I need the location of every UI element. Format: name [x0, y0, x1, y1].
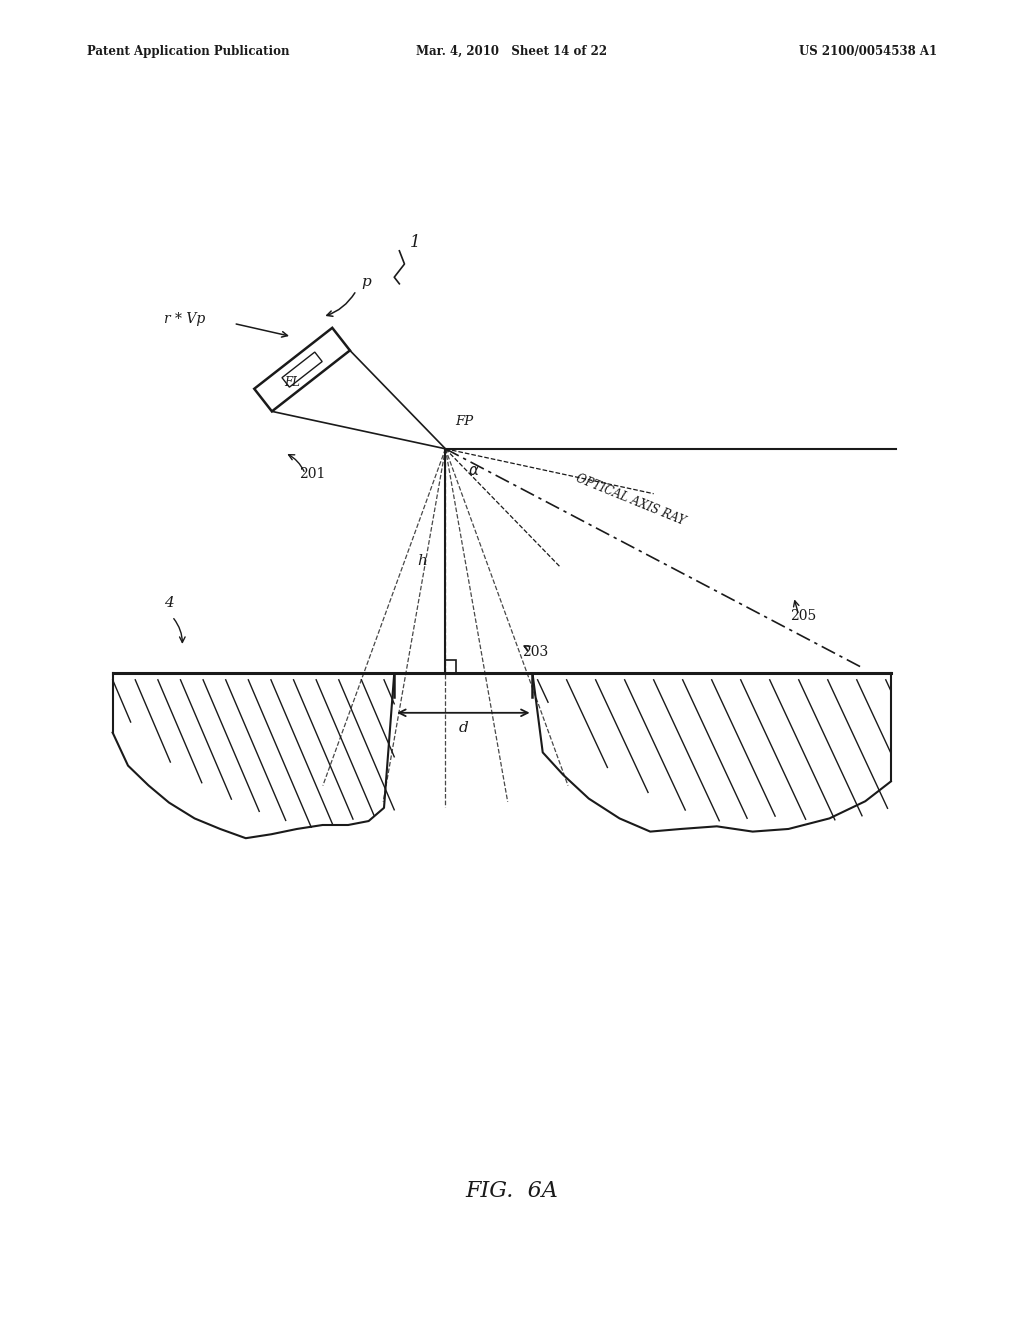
Text: US 2100/0054538 A1: US 2100/0054538 A1: [799, 45, 937, 58]
Text: r * Vp: r * Vp: [164, 313, 205, 326]
Text: h: h: [417, 554, 427, 568]
Text: 205: 205: [791, 610, 817, 623]
Bar: [445, 660, 456, 673]
Text: 1: 1: [410, 234, 420, 251]
Text: d: d: [459, 721, 468, 735]
Text: Mar. 4, 2010   Sheet 14 of 22: Mar. 4, 2010 Sheet 14 of 22: [417, 45, 607, 58]
Text: p: p: [361, 276, 372, 289]
Text: OPTICAL AXIS RAY: OPTICAL AXIS RAY: [573, 471, 686, 528]
Text: FP: FP: [456, 414, 474, 428]
Text: 203: 203: [522, 645, 549, 659]
Text: Patent Application Publication: Patent Application Publication: [87, 45, 290, 58]
Text: $\alpha$: $\alpha$: [468, 465, 480, 478]
Polygon shape: [254, 327, 350, 412]
Text: FIG.  6A: FIG. 6A: [466, 1180, 558, 1201]
Text: 4: 4: [164, 597, 174, 610]
Text: FL: FL: [284, 376, 300, 389]
Text: 201: 201: [299, 467, 326, 480]
